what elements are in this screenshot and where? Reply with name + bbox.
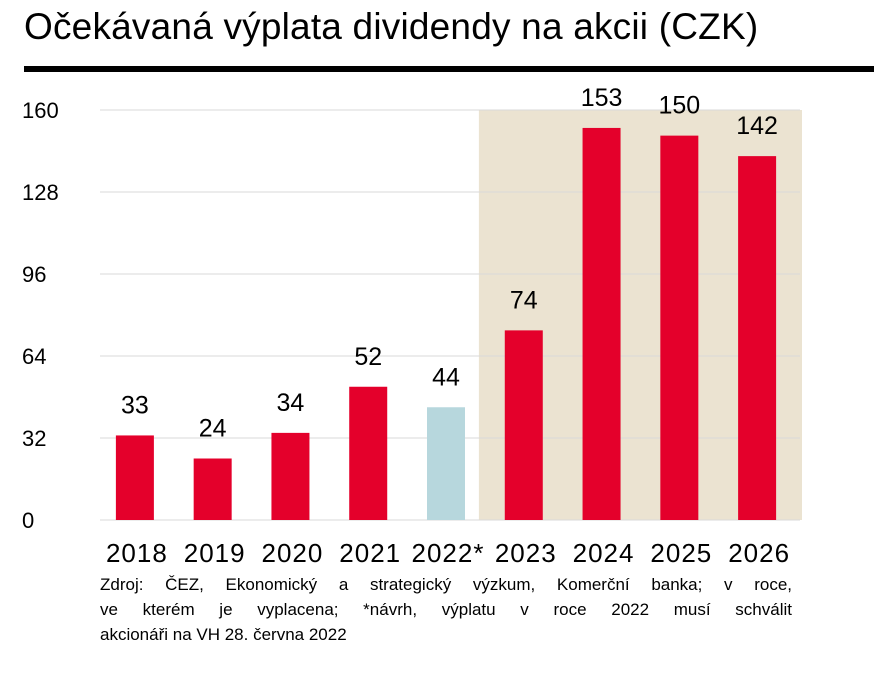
data-label: 44 <box>432 363 460 391</box>
data-label: 74 <box>510 286 538 314</box>
bar <box>660 135 699 520</box>
chart-title: Očekávaná výplata dividendy na akcii (CZ… <box>24 6 759 47</box>
footnote-line-3: akcionáři na VH 28. června 2022 <box>100 625 347 644</box>
x-tick-label: 2023 <box>495 538 557 568</box>
data-label: 153 <box>581 84 623 112</box>
x-tick-label: 2020 <box>262 538 324 568</box>
x-tick-label: 2021 <box>339 538 401 568</box>
bar <box>349 386 388 520</box>
bar-chart: 0 32 64 96 128 160 33 2018 24 2019 34 2020 52 2021 44 2… <box>22 84 802 568</box>
data-label: 142 <box>736 112 778 140</box>
bar <box>504 330 543 520</box>
footnote-line-1: Zdroj: ČEZ, Ekonomický a strategický výz… <box>100 575 792 594</box>
x-tick-label: 2025 <box>650 538 712 568</box>
x-tick-label: 2024 <box>573 538 635 568</box>
data-label: 34 <box>277 389 305 417</box>
y-tick-label: 64 <box>22 344 46 369</box>
bar <box>582 127 621 520</box>
y-tick-label: 160 <box>22 98 59 123</box>
title-underline <box>24 66 874 72</box>
footnote-line-2: ve kterém je vyplacena; *návrh, výplatu … <box>100 600 792 619</box>
x-tick-label: 2026 <box>728 538 790 568</box>
data-label: 24 <box>199 415 227 443</box>
bar <box>193 458 232 520</box>
x-tick-label: 2022* <box>412 538 485 568</box>
bar <box>738 156 777 520</box>
data-label: 150 <box>658 92 700 120</box>
y-tick-label: 128 <box>22 180 59 205</box>
x-tick-label: 2018 <box>106 538 168 568</box>
bar <box>271 432 310 520</box>
data-label: 52 <box>354 343 382 371</box>
source-footnote: Zdroj: ČEZ, Ekonomický a strategický výz… <box>100 572 792 647</box>
y-tick-label: 0 <box>22 508 34 533</box>
bar <box>115 435 154 520</box>
y-tick-label: 32 <box>22 426 46 451</box>
x-tick-label: 2019 <box>184 538 246 568</box>
y-tick-label: 96 <box>22 262 46 287</box>
bar <box>427 407 465 520</box>
data-label: 33 <box>121 391 149 419</box>
